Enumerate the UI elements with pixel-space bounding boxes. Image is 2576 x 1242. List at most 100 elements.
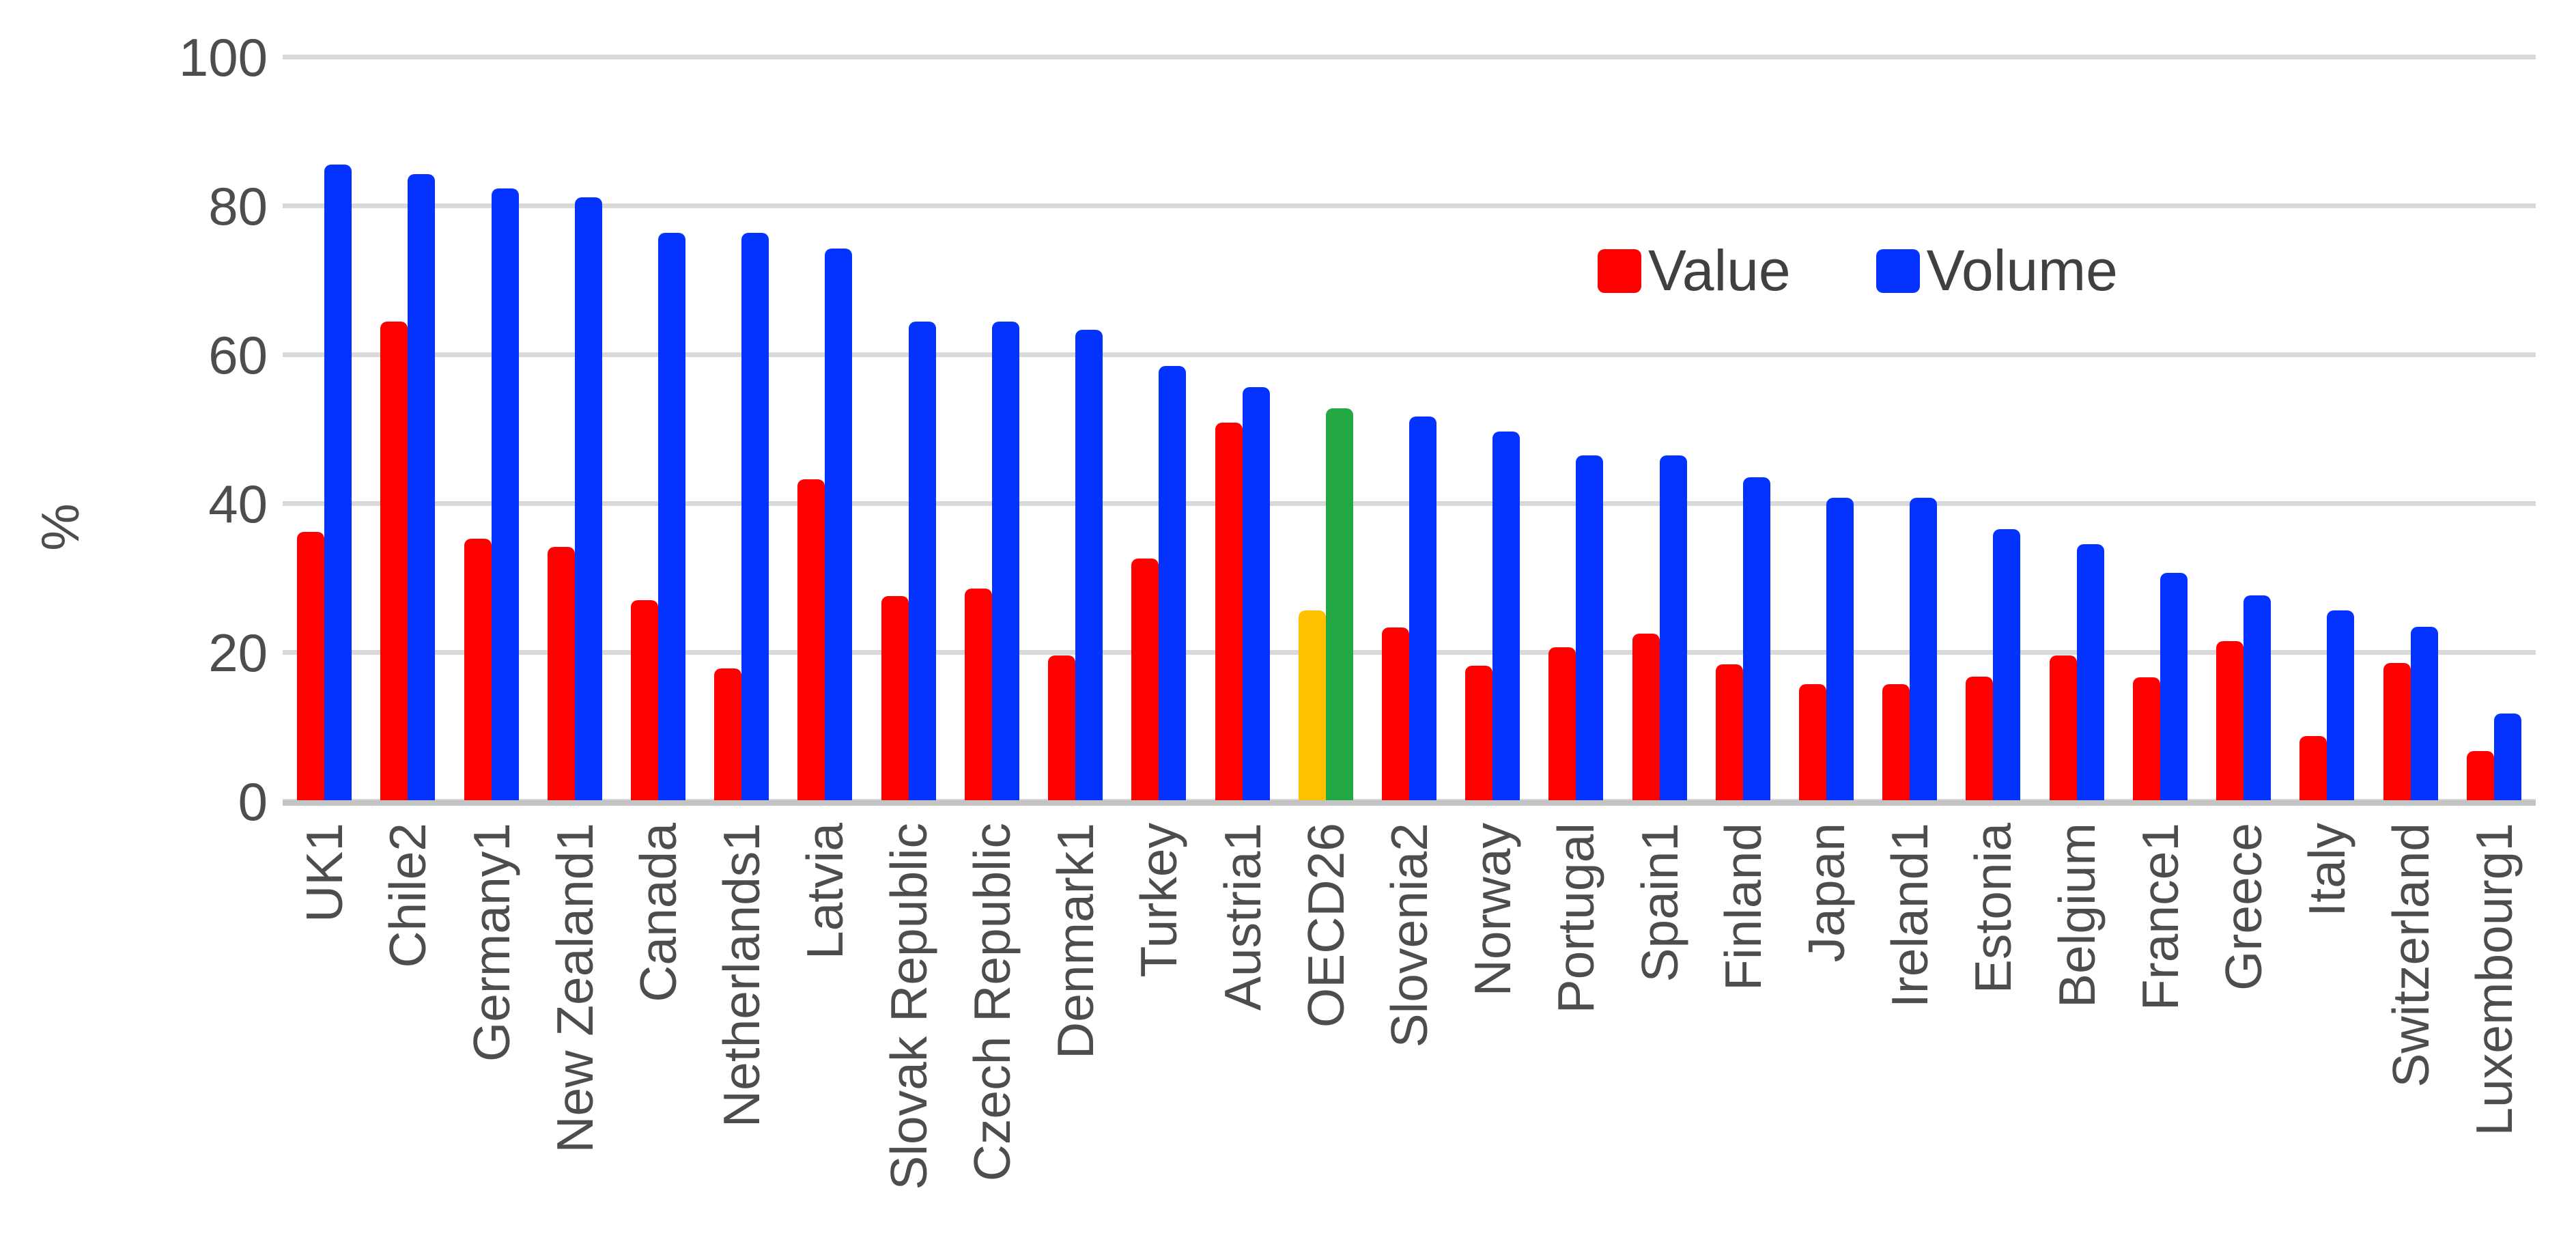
bar-group-New Zealand1 bbox=[533, 57, 617, 802]
bar-value-France1 bbox=[2132, 677, 2160, 802]
bar-group-Estonia bbox=[1951, 57, 2035, 802]
bar-volume-Portugal bbox=[1576, 455, 1604, 802]
x-label-Ireland1: Ireland1 bbox=[1881, 823, 1939, 1008]
bar-volume-Norway bbox=[1492, 432, 1520, 802]
bar-value-Belgium bbox=[2049, 655, 2077, 802]
y-tick-40: 40 bbox=[208, 474, 268, 534]
bar-group-Canada bbox=[617, 57, 700, 802]
x-label-Spain1: Spain1 bbox=[1630, 823, 1688, 983]
bar-group-Spain1 bbox=[1618, 57, 1701, 802]
x-label-France1: France1 bbox=[2131, 823, 2189, 1011]
bar-group-Denmark1 bbox=[1034, 57, 1117, 802]
bar-volume-Turkey bbox=[1159, 366, 1187, 802]
x-label-Austria1: Austria1 bbox=[1213, 823, 1271, 1011]
bar-value-Germany1 bbox=[464, 539, 492, 802]
bar-value-Switzerland bbox=[2383, 663, 2411, 802]
bar-value-Chile2 bbox=[380, 321, 408, 802]
bar-volume-Estonia bbox=[1993, 529, 2021, 802]
bar-volume-Japan bbox=[1826, 498, 1854, 802]
bar-volume-Slovak Republic bbox=[908, 321, 936, 802]
legend-item-value: Value bbox=[1598, 238, 1791, 304]
bar-value-Japan bbox=[1799, 683, 1827, 802]
x-label-Japan: Japan bbox=[1798, 823, 1856, 963]
x-axis-labels: UK1 Chile2 Germany1 New Zealand1 Canada Nethe… bbox=[283, 823, 2536, 1190]
x-label-Slovenia2: Slovenia2 bbox=[1380, 823, 1438, 1048]
bar-group-Portugal bbox=[1534, 57, 1617, 802]
bar-volume-UK1 bbox=[324, 164, 352, 802]
x-label-cell-Italy: Italy bbox=[2285, 823, 2368, 917]
bar-value-Ireland1 bbox=[1882, 683, 1910, 802]
bar-group-Czech Republic bbox=[950, 57, 1034, 802]
x-label-Germany1: Germany1 bbox=[462, 823, 520, 1062]
bar-value-OECD26 bbox=[1298, 610, 1326, 802]
bar-volume-Latvia bbox=[825, 249, 853, 802]
chart-plot-area bbox=[283, 55, 2536, 804]
x-label-cell-Luxembourg1: Luxembourg1 bbox=[2452, 823, 2536, 1136]
x-label-cell-Denmark1: Denmark1 bbox=[1034, 823, 1117, 1059]
bars-row bbox=[283, 57, 2536, 802]
bar-volume-Belgium bbox=[2076, 544, 2104, 802]
x-label-Denmark1: Denmark1 bbox=[1047, 823, 1105, 1059]
x-label-cell-Latvia: Latvia bbox=[783, 823, 866, 959]
bar-group-Latvia bbox=[783, 57, 866, 802]
x-label-Greece: Greece bbox=[2215, 823, 2273, 991]
bar-volume-Ireland1 bbox=[1910, 498, 1938, 802]
bar-volume-Slovenia2 bbox=[1409, 417, 1436, 802]
bar-value-Italy bbox=[2299, 736, 2327, 802]
x-label-cell-Belgium: Belgium bbox=[2035, 823, 2119, 1008]
y-tick-20: 20 bbox=[208, 623, 268, 683]
x-label-Portugal: Portugal bbox=[1547, 823, 1605, 1014]
x-label-Belgium: Belgium bbox=[2048, 823, 2106, 1008]
bar-value-Netherlands1 bbox=[714, 668, 742, 802]
bar-group-OECD26 bbox=[1284, 57, 1368, 802]
x-label-Switzerland: Switzerland bbox=[2381, 823, 2439, 1088]
bar-value-Luxembourg1 bbox=[2466, 750, 2494, 802]
bar-volume-Luxembourg1 bbox=[2493, 714, 2521, 802]
y-tick-60: 60 bbox=[208, 325, 268, 385]
x-label-cell-UK1: UK1 bbox=[283, 823, 366, 922]
bar-value-Finland bbox=[1715, 664, 1743, 802]
bar-value-Latvia bbox=[797, 479, 825, 802]
bar-value-Turkey bbox=[1131, 558, 1159, 802]
x-label-cell-France1: France1 bbox=[2119, 823, 2202, 1011]
bar-volume-Italy bbox=[2327, 610, 2355, 802]
volume-series-swatch-icon bbox=[1876, 249, 1920, 293]
x-label-cell-Slovenia2: Slovenia2 bbox=[1368, 823, 1451, 1047]
bar-group-Germany1 bbox=[449, 57, 533, 802]
gridline-80 bbox=[283, 203, 2536, 208]
x-label-cell-Turkey: Turkey bbox=[1117, 823, 1200, 977]
x-label-Netherlands1: Netherlands1 bbox=[713, 823, 771, 1128]
x-label-New Zealand1: New Zealand1 bbox=[546, 823, 604, 1153]
bar-volume-New Zealand1 bbox=[574, 197, 602, 802]
bar-value-Portugal bbox=[1548, 647, 1576, 802]
x-label-OECD26: OECD26 bbox=[1297, 823, 1355, 1028]
x-label-cell-Greece: Greece bbox=[2202, 823, 2285, 991]
bar-group-Switzerland bbox=[2368, 57, 2452, 802]
x-label-cell-New Zealand1: New Zealand1 bbox=[533, 823, 617, 1153]
x-label-cell-Chile2: Chile2 bbox=[366, 823, 449, 968]
x-label-cell-Estonia: Estonia bbox=[1951, 823, 2035, 993]
bar-volume-Czech Republic bbox=[991, 321, 1019, 802]
x-label-Norway: Norway bbox=[1464, 823, 1522, 997]
x-label-Latvia: Latvia bbox=[796, 823, 854, 960]
x-label-cell-Austria1: Austria1 bbox=[1200, 823, 1284, 1011]
bar-group-Norway bbox=[1451, 57, 1534, 802]
legend-item-volume: Volume bbox=[1876, 238, 2118, 304]
bar-volume-Germany1 bbox=[491, 188, 519, 802]
x-label-cell-Slovak Republic: Slovak Republic bbox=[867, 823, 950, 1190]
bar-volume-Spain1 bbox=[1659, 455, 1687, 802]
bar-volume-Denmark1 bbox=[1075, 329, 1103, 802]
legend-label-value: Value bbox=[1648, 238, 1791, 302]
x-label-cell-Czech Republic: Czech Republic bbox=[950, 823, 1034, 1181]
x-axis-line bbox=[283, 800, 2536, 806]
x-label-Chile2: Chile2 bbox=[379, 823, 437, 968]
bar-volume-Switzerland bbox=[2410, 626, 2438, 802]
x-label-cell-Germany1: Germany1 bbox=[449, 823, 533, 1062]
y-tick-80: 80 bbox=[208, 176, 268, 236]
y-axis-title: % bbox=[29, 503, 90, 551]
x-label-cell-Switzerland: Switzerland bbox=[2368, 823, 2452, 1088]
x-label-cell-Ireland1: Ireland1 bbox=[1868, 823, 1951, 1008]
bar-value-Czech Republic bbox=[964, 589, 992, 802]
bar-value-Slovenia2 bbox=[1381, 627, 1409, 802]
